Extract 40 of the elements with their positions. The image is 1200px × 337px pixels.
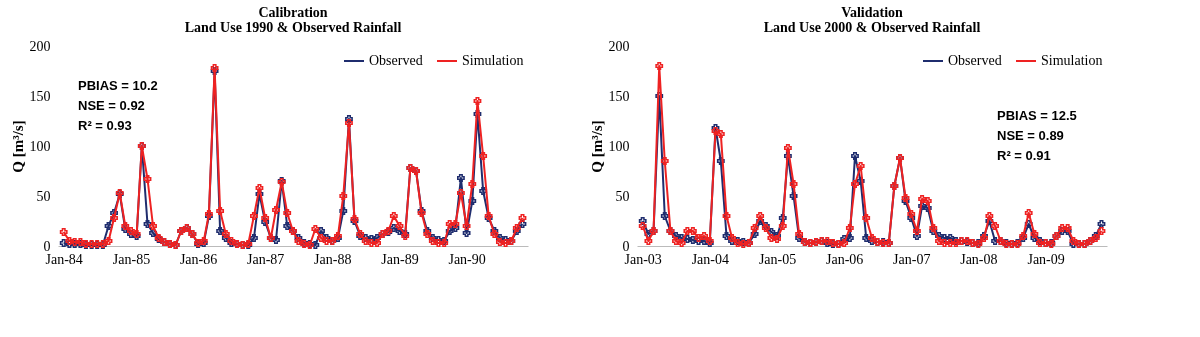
y-axis-title: Q [m³/s] (588, 120, 605, 173)
chart-title: Validation (841, 5, 904, 20)
x-tick-label: Jan-88 (314, 251, 352, 267)
x-tick-label: Jan-08 (960, 251, 998, 267)
y-tick-label: 100 (29, 138, 51, 154)
annotation: NSE = 0.89 (997, 128, 1064, 143)
annotation: PBIAS = 10.2 (78, 78, 158, 93)
y-axis-title: Q [m³/s] (9, 120, 26, 173)
x-tick-label: Jan-89 (381, 251, 419, 267)
annotation: R² = 0.91 (997, 148, 1051, 163)
x-tick-label: Jan-86 (179, 251, 218, 267)
y-tick-label: 200 (29, 38, 51, 54)
x-tick-label: Jan-03 (624, 251, 662, 267)
x-tick-label: Jan-04 (691, 251, 729, 267)
chart-title: Calibration (258, 5, 328, 20)
y-tick-label: 200 (608, 38, 630, 54)
y-tick-label: 50 (615, 188, 630, 204)
y-tick-label: 100 (608, 138, 630, 154)
legend-label: Simulation (1041, 53, 1103, 68)
y-tick-label: 0 (43, 238, 51, 254)
legend-label: Observed (369, 53, 423, 68)
x-tick-label: Jan-84 (45, 251, 83, 267)
y-tick-label: 50 (36, 188, 51, 204)
chart-subtitle: Land Use 2000 & Observed Rainfall (763, 20, 981, 35)
chart-subtitle: Land Use 1990 & Observed Rainfall (184, 20, 402, 35)
annotation: R² = 0.93 (78, 118, 132, 133)
legend-label: Simulation (462, 53, 524, 68)
y-tick-label: 0 (622, 238, 630, 254)
legend-label: Observed (948, 53, 1002, 68)
y-tick-label: 150 (608, 88, 630, 104)
x-tick-label: Jan-85 (112, 251, 151, 267)
x-tick-label: Jan-07 (893, 251, 931, 267)
x-tick-label: Jan-09 (1027, 251, 1065, 267)
x-tick-label: Jan-87 (246, 251, 285, 267)
annotation: NSE = 0.92 (78, 98, 145, 113)
x-tick-label: Jan-06 (825, 251, 864, 267)
annotation: PBIAS = 12.5 (997, 108, 1077, 123)
x-tick-label: Jan-05 (758, 251, 797, 267)
x-tick-label: Jan-90 (448, 251, 486, 267)
y-tick-label: 150 (29, 88, 51, 104)
